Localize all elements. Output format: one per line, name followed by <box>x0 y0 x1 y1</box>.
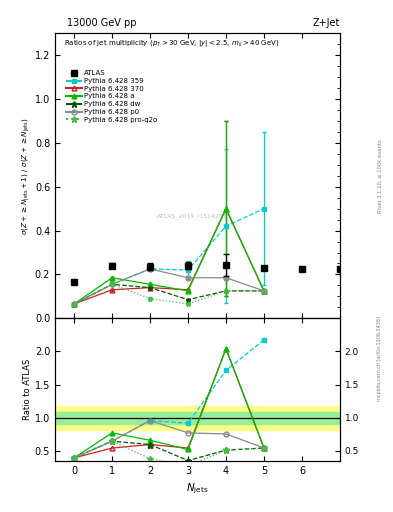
Y-axis label: Ratio to ATLAS: Ratio to ATLAS <box>23 359 32 420</box>
Legend: ATLAS, Pythia 6.428 359, Pythia 6.428 370, Pythia 6.428 a, Pythia 6.428 dw, Pyth: ATLAS, Pythia 6.428 359, Pythia 6.428 37… <box>64 68 160 125</box>
Bar <box>55 412 340 424</box>
Text: mcplots.cern.ch [arXiv:1306.3436]: mcplots.cern.ch [arXiv:1306.3436] <box>377 316 382 401</box>
Bar <box>55 406 340 430</box>
Text: ATLAS_2014_I1514251: ATLAS_2014_I1514251 <box>156 213 227 219</box>
X-axis label: $N_\mathrm{jets}$: $N_\mathrm{jets}$ <box>186 481 209 496</box>
Text: Z+Jet: Z+Jet <box>312 18 340 28</box>
Y-axis label: $\sigma(Z + \geq N_\mathrm{jets}+1)\ /\ \sigma(Z + \geq N_\mathrm{jets})$: $\sigma(Z + \geq N_\mathrm{jets}+1)\ /\ … <box>20 117 32 234</box>
Text: 13000 GeV pp: 13000 GeV pp <box>67 18 136 28</box>
Text: Rivet 3.1.10, ≥ 100k events: Rivet 3.1.10, ≥ 100k events <box>377 139 382 212</box>
Text: Ratios of jet multiplicity ($p_T > 30$ GeV, $|y| < 2.5$, $m_{ll} > 40$ GeV): Ratios of jet multiplicity ($p_T > 30$ G… <box>64 37 279 49</box>
